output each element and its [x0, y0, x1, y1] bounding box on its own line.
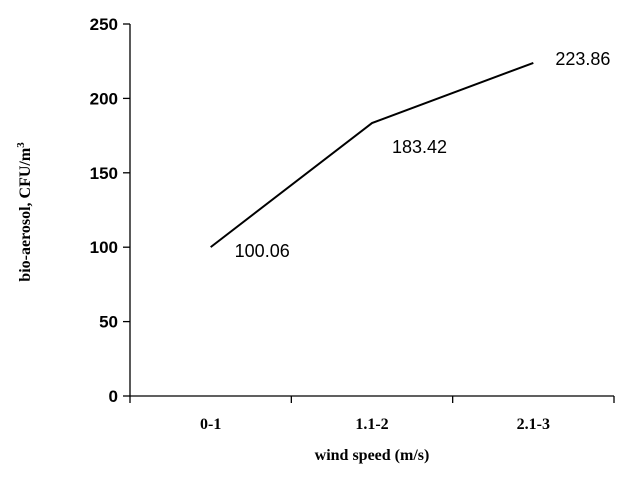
y-tick-label: 150 — [90, 164, 118, 183]
data-label: 183.42 — [392, 137, 447, 157]
x-category-label: 2.1-3 — [517, 416, 550, 433]
y-tick-label: 200 — [90, 89, 118, 108]
x-category-label: 0-1 — [200, 416, 221, 433]
data-label: 100.06 — [235, 241, 290, 261]
series: 100.06 183.42 223.86 — [210, 49, 610, 261]
x-category-label: 1.1-2 — [355, 416, 388, 433]
y-tick-label: 250 — [90, 15, 118, 34]
series-line — [210, 61, 534, 248]
y-axis-title-superscript: 3 — [15, 142, 27, 148]
x-axis: 0-1 1.1-2 2.1-3 — [129, 395, 615, 433]
y-axis-title-main: bio-aerosol, CFU/m — [17, 147, 34, 282]
y-tick-label: 100 — [90, 238, 118, 257]
y-axis: 0 50 100 150 200 250 — [90, 15, 131, 406]
y-tick-label: 50 — [99, 313, 118, 332]
data-label: 223.86 — [555, 49, 610, 69]
x-axis-title: wind speed (m/s) — [315, 447, 430, 464]
y-axis-title: bio-aerosol, CFU/m3 — [15, 142, 34, 282]
y-tick-label: 0 — [109, 387, 118, 406]
